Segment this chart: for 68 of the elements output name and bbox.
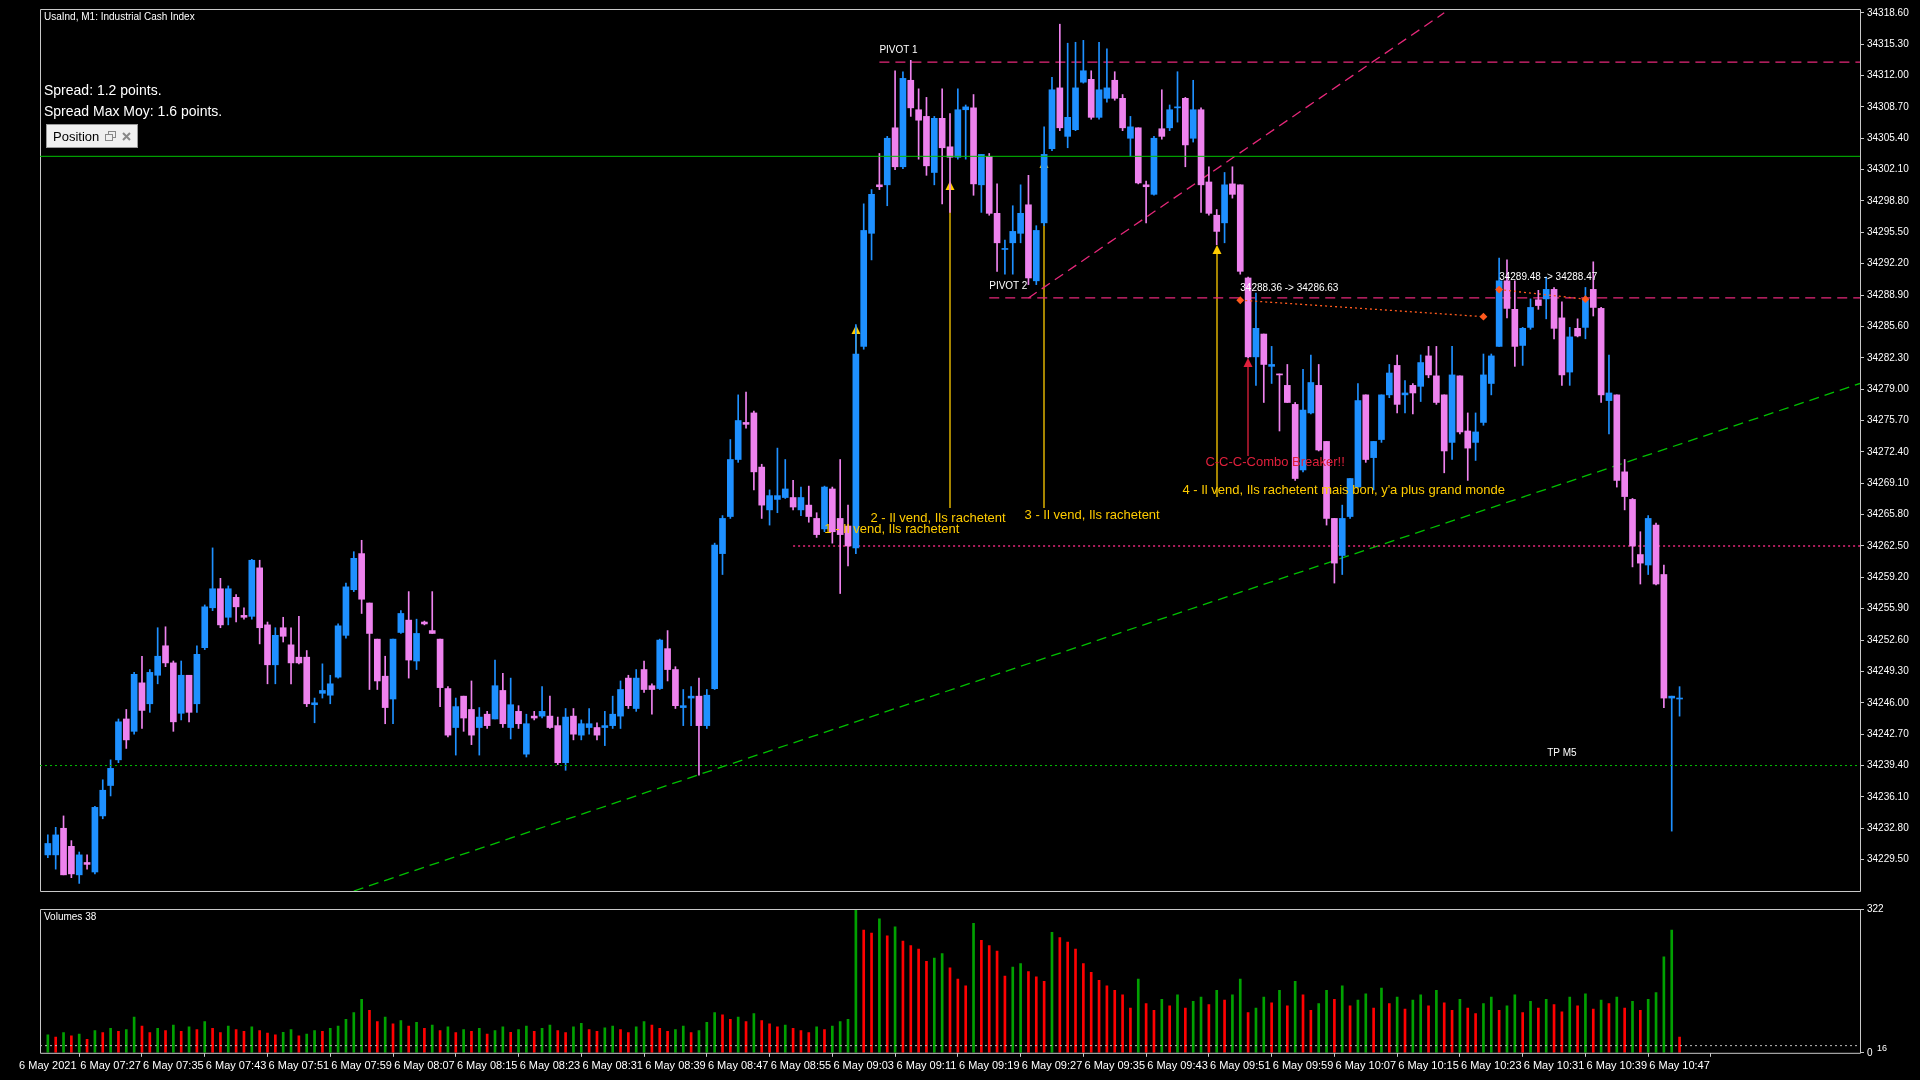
- x-tick-label: 6 May 07:59: [331, 1059, 392, 1072]
- y-tick-label: 34302.10: [1867, 163, 1910, 175]
- annotation: TP M5: [1547, 747, 1577, 759]
- x-tick-label: 6 May 08:39: [645, 1059, 706, 1072]
- y-tick-label: 34236.10: [1867, 790, 1910, 802]
- y-tick-label: 34259.20: [1867, 571, 1910, 583]
- x-tick-label: 6 May 10:47: [1649, 1059, 1710, 1072]
- x-tick-label: 6 May 10:07: [1335, 1059, 1397, 1072]
- y-tick-label: 34272.40: [1867, 445, 1910, 457]
- y-tick-label: 34285.60: [1867, 320, 1910, 332]
- x-tick-label: 6 May 08:31: [582, 1059, 643, 1072]
- y-tick-label: 322: [1867, 902, 1885, 914]
- x-tick-label: 6 May 09:51: [1209, 1059, 1271, 1072]
- x-tick-label: 6 May 2021: [19, 1059, 77, 1072]
- x-tick-label: 6 May 07:51: [268, 1059, 330, 1072]
- chart-title: Volumes 38: [44, 910, 97, 922]
- annotation: Position: [53, 128, 100, 144]
- x-tick-label: 6 May 10:15: [1398, 1059, 1459, 1072]
- x-tick-label: 6 May 08:47: [707, 1059, 769, 1072]
- y-tick-label: 34246.00: [1867, 696, 1910, 708]
- y-tick-label: 34265.80: [1867, 508, 1910, 520]
- y-tick-label: 34312.00: [1867, 69, 1910, 81]
- y-tick-label: 34308.70: [1867, 100, 1910, 112]
- y-tick-label: 34318.60: [1867, 6, 1910, 18]
- x-tick-label: 6 May 10:23: [1461, 1059, 1522, 1072]
- x-tick-label: 6 May 07:27: [80, 1059, 141, 1072]
- x-tick-label: 6 May 09:03: [833, 1059, 894, 1072]
- y-tick-label: 34275.70: [1867, 414, 1910, 426]
- y-tick-label: 34239.40: [1867, 759, 1910, 771]
- annotation: PIVOT 1: [879, 43, 918, 55]
- x-tick-label: 6 May 08:55: [770, 1059, 832, 1072]
- x-tick-label: 6 May 08:15: [456, 1059, 518, 1072]
- position-panel: Position: [46, 124, 139, 148]
- annotation: Spread Max Moy: 1.6 points.: [44, 102, 223, 119]
- x-tick-label: 6 May 08:23: [519, 1059, 581, 1072]
- chart-title: UsaInd, M1: Industrial Cash Index: [44, 10, 195, 22]
- y-tick-label: 34262.50: [1867, 539, 1910, 551]
- x-tick-label: 6 May 09:35: [1084, 1059, 1146, 1072]
- y-tick-label: 34252.60: [1867, 633, 1910, 645]
- y-tick-label: 0: [1867, 1046, 1873, 1058]
- x-tick-label: 6 May 10:31: [1523, 1059, 1585, 1072]
- x-tick-label: 6 May 09:59: [1272, 1059, 1334, 1072]
- x-tick-label: 6 May 09:43: [1147, 1059, 1208, 1072]
- annotation: 3 - Il vend, Ils rachetent: [1024, 506, 1161, 522]
- annotation: PIVOT 2: [989, 279, 1028, 291]
- y-tick-label: 34298.80: [1867, 194, 1910, 206]
- y-tick-label: 34305.40: [1867, 132, 1910, 144]
- y-tick-label: 34315.30: [1867, 37, 1910, 49]
- y-tick-label: 34292.20: [1867, 257, 1910, 269]
- x-tick-label: 6 May 07:43: [205, 1059, 267, 1072]
- y-tick-label: 34295.50: [1867, 226, 1910, 238]
- y-tick-label: 34269.10: [1867, 477, 1910, 489]
- y-tick-label: 34229.50: [1867, 853, 1910, 865]
- annotation: Spread: 1.2 points.: [44, 81, 162, 98]
- x-tick-label: 6 May 08:07: [394, 1059, 455, 1072]
- y-tick-label: 34279.00: [1867, 382, 1910, 394]
- y-tick-label: 34282.30: [1867, 351, 1910, 363]
- y-tick-label: 34288.90: [1867, 288, 1910, 300]
- x-tick-label: 6 May 07:35: [143, 1059, 204, 1072]
- x-tick-label: 6 May 10:39: [1586, 1059, 1648, 1072]
- y-tick-label: 34255.90: [1867, 602, 1910, 614]
- x-tick-label: 6 May 09:19: [958, 1059, 1020, 1072]
- x-tick-label: 6 May 09:11: [896, 1059, 957, 1072]
- x-tick-label: 6 May 09:27: [1021, 1059, 1083, 1072]
- y-tick-label: 34249.30: [1867, 665, 1910, 677]
- ref-line-label: 16: [1877, 1042, 1888, 1053]
- y-tick-label: 34232.80: [1867, 822, 1910, 834]
- y-tick-label: 34242.70: [1867, 727, 1910, 739]
